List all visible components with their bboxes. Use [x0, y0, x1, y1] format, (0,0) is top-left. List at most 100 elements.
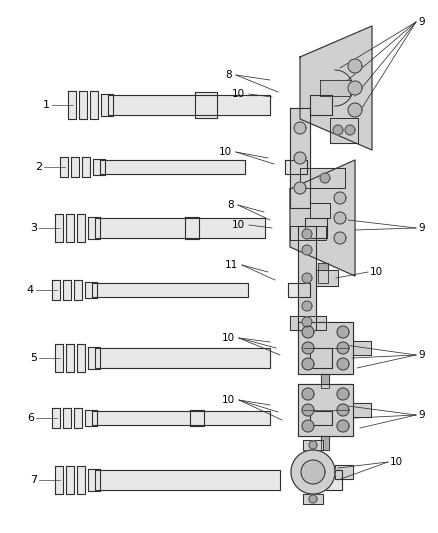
Polygon shape: [309, 495, 317, 503]
Polygon shape: [74, 408, 82, 428]
Polygon shape: [302, 342, 314, 354]
Polygon shape: [302, 317, 312, 327]
Polygon shape: [63, 408, 71, 428]
Polygon shape: [294, 152, 306, 164]
Polygon shape: [300, 168, 345, 188]
Polygon shape: [85, 282, 97, 298]
Polygon shape: [320, 80, 350, 96]
Text: 10: 10: [222, 333, 235, 343]
Polygon shape: [52, 408, 60, 428]
Polygon shape: [353, 403, 371, 417]
Polygon shape: [294, 122, 306, 134]
Polygon shape: [294, 182, 306, 194]
Polygon shape: [108, 95, 270, 115]
Polygon shape: [348, 59, 362, 73]
Polygon shape: [337, 358, 349, 370]
Polygon shape: [305, 218, 327, 238]
Text: 9: 9: [418, 350, 424, 360]
Polygon shape: [303, 494, 323, 504]
Polygon shape: [190, 410, 204, 426]
Polygon shape: [348, 81, 362, 95]
Polygon shape: [301, 460, 325, 484]
Text: 10: 10: [232, 89, 245, 99]
Polygon shape: [290, 316, 326, 330]
Polygon shape: [92, 411, 270, 425]
Text: 10: 10: [232, 220, 245, 230]
Polygon shape: [290, 226, 326, 240]
Polygon shape: [334, 212, 346, 224]
Polygon shape: [318, 263, 328, 283]
Text: 9: 9: [418, 17, 424, 27]
Polygon shape: [290, 160, 355, 276]
Polygon shape: [316, 270, 338, 286]
Polygon shape: [302, 229, 312, 239]
Polygon shape: [298, 384, 353, 436]
Polygon shape: [66, 466, 74, 494]
Polygon shape: [335, 465, 353, 479]
Polygon shape: [88, 347, 100, 369]
Polygon shape: [95, 218, 265, 238]
Polygon shape: [63, 280, 71, 300]
Polygon shape: [334, 192, 346, 204]
Polygon shape: [310, 203, 330, 218]
Polygon shape: [302, 404, 314, 416]
Polygon shape: [74, 280, 82, 300]
Text: 8: 8: [226, 70, 232, 80]
Polygon shape: [95, 470, 280, 490]
Polygon shape: [310, 95, 332, 115]
Polygon shape: [55, 466, 63, 494]
Polygon shape: [337, 388, 349, 400]
Polygon shape: [320, 173, 330, 183]
Polygon shape: [66, 214, 74, 242]
Polygon shape: [77, 344, 85, 372]
Polygon shape: [95, 348, 270, 368]
Polygon shape: [291, 450, 335, 494]
Polygon shape: [310, 411, 332, 425]
Polygon shape: [298, 322, 353, 374]
Polygon shape: [82, 157, 90, 177]
Polygon shape: [348, 103, 362, 117]
Polygon shape: [353, 341, 371, 355]
Text: 5: 5: [30, 353, 37, 363]
Text: 10: 10: [370, 267, 383, 277]
Polygon shape: [337, 404, 349, 416]
Text: 11: 11: [225, 260, 238, 270]
Polygon shape: [68, 91, 76, 119]
Text: 10: 10: [219, 147, 232, 157]
Polygon shape: [85, 410, 97, 426]
Polygon shape: [100, 160, 245, 174]
Polygon shape: [320, 470, 342, 490]
Polygon shape: [334, 232, 346, 244]
Polygon shape: [333, 125, 343, 135]
Polygon shape: [185, 217, 199, 239]
Polygon shape: [298, 226, 316, 330]
Polygon shape: [285, 160, 307, 174]
Polygon shape: [79, 91, 87, 119]
Polygon shape: [309, 441, 317, 449]
Polygon shape: [321, 436, 329, 450]
Text: 3: 3: [30, 223, 37, 233]
Text: 10: 10: [222, 395, 235, 405]
Polygon shape: [345, 125, 355, 135]
Polygon shape: [66, 344, 74, 372]
Text: 6: 6: [27, 413, 34, 423]
Polygon shape: [302, 420, 314, 432]
Text: 7: 7: [30, 475, 37, 485]
Text: 4: 4: [27, 285, 34, 295]
Polygon shape: [88, 217, 100, 239]
Polygon shape: [288, 283, 310, 297]
Text: 1: 1: [43, 100, 50, 110]
Polygon shape: [310, 348, 332, 368]
Polygon shape: [77, 466, 85, 494]
Polygon shape: [302, 326, 314, 338]
Polygon shape: [92, 283, 248, 297]
Text: 2: 2: [35, 162, 42, 172]
Polygon shape: [302, 301, 312, 311]
Polygon shape: [290, 108, 310, 208]
Polygon shape: [55, 214, 63, 242]
Polygon shape: [302, 273, 312, 283]
Polygon shape: [321, 374, 329, 388]
Polygon shape: [300, 26, 372, 150]
Polygon shape: [52, 280, 60, 300]
Polygon shape: [302, 388, 314, 400]
